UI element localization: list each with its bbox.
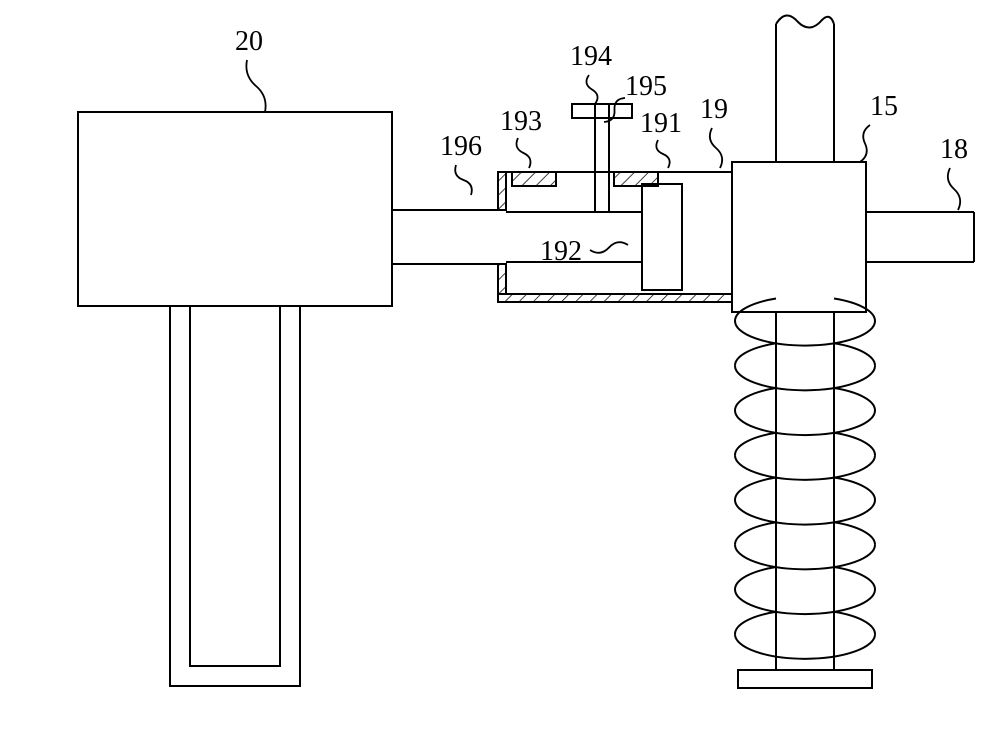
plate-left — [512, 172, 556, 186]
label-194: 194 — [570, 41, 612, 72]
column-break — [776, 15, 834, 27]
label-19: 19 — [700, 94, 728, 125]
lead-192 — [590, 242, 628, 253]
label-195: 195 — [625, 71, 667, 102]
plate-right — [614, 172, 658, 186]
label-192: 192 — [540, 236, 582, 267]
cyl-wall-bottom — [498, 294, 732, 302]
slider-block — [732, 162, 866, 312]
lead-15 — [860, 125, 870, 162]
label-196: 196 — [440, 131, 482, 162]
base-plate — [738, 670, 872, 688]
label-15: 15 — [870, 91, 898, 122]
pedestal-inner — [190, 306, 280, 666]
handle-rod — [595, 104, 609, 212]
lead-19 — [710, 128, 722, 168]
lead-196 — [455, 165, 472, 195]
label-20: 20 — [235, 26, 263, 57]
piston-block — [642, 184, 682, 290]
lead-194 — [586, 75, 597, 104]
box-housing — [78, 112, 392, 306]
spring — [735, 299, 875, 659]
label-18: 18 — [940, 134, 968, 165]
lead-18 — [948, 168, 960, 210]
label-191: 191 — [640, 108, 682, 139]
lead-20 — [246, 60, 265, 112]
cyl-wall-left-lower — [498, 264, 506, 294]
handle-top — [572, 104, 632, 118]
lead-191 — [656, 140, 669, 168]
cyl-wall-left-upper — [498, 172, 506, 210]
lead-193 — [516, 138, 530, 168]
label-193: 193 — [500, 106, 542, 137]
